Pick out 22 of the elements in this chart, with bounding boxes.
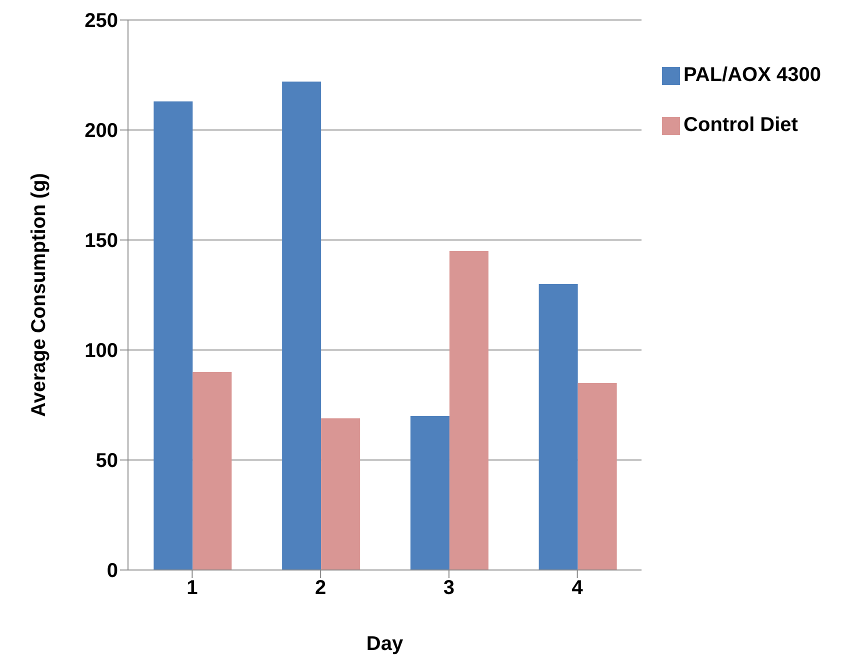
- x-tick-label: 1: [186, 577, 198, 600]
- x-tick-label: 3: [443, 577, 455, 600]
- y-axis-title: Average Consumption (g): [28, 173, 50, 417]
- bar: [449, 251, 488, 570]
- y-tick-label: 200: [84, 120, 118, 142]
- y-tick-label: 0: [106, 560, 118, 582]
- x-axis-title: Day: [366, 633, 404, 655]
- bar: [321, 418, 360, 570]
- y-tick-label: 100: [84, 340, 118, 362]
- bar: [154, 101, 193, 570]
- legend-label: PAL/AOX 4300: [684, 64, 821, 86]
- x-tick-label: 4: [572, 577, 584, 600]
- y-tick-label: 250: [84, 10, 118, 32]
- x-tick-label: 2: [315, 577, 326, 600]
- legend-label: Control Diet: [684, 114, 798, 136]
- bar: [410, 416, 450, 570]
- bar: [192, 372, 232, 570]
- y-tick-label: 50: [96, 450, 118, 472]
- bar: [578, 383, 617, 570]
- bar: [282, 82, 322, 570]
- y-tick-label: 150: [84, 230, 118, 252]
- bar: [538, 284, 578, 570]
